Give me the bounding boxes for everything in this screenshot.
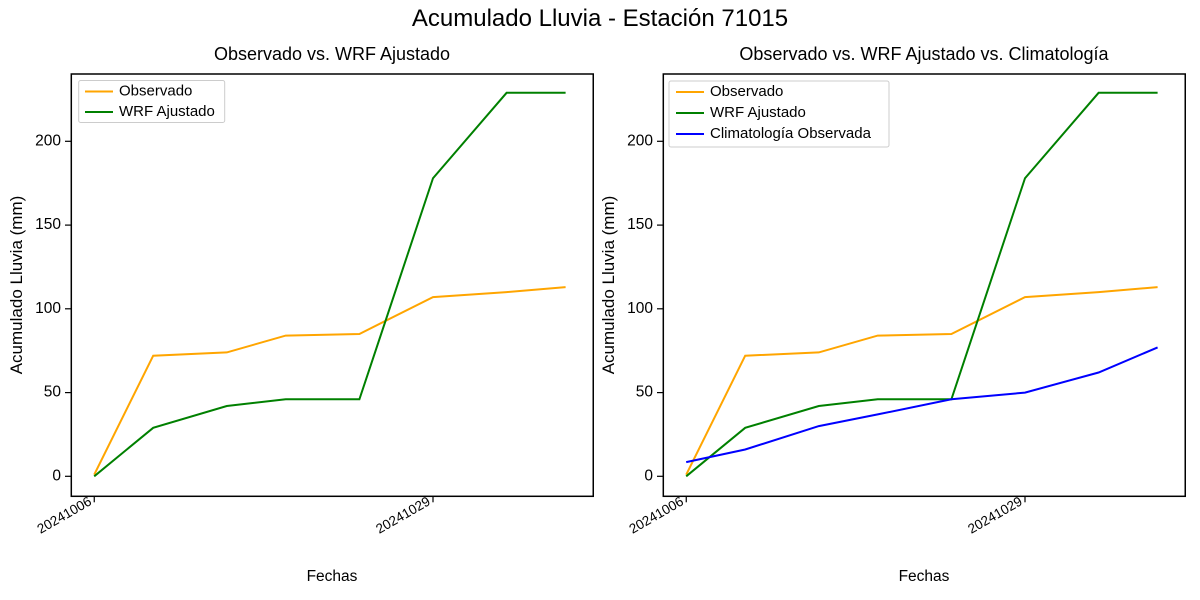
svg-text:0: 0 [644, 467, 653, 484]
svg-text:20241029: 20241029 [965, 494, 1025, 537]
svg-text:200: 200 [627, 132, 653, 149]
svg-text:50: 50 [636, 384, 654, 401]
svg-text:Observado vs. WRF Ajustado vs.: Observado vs. WRF Ajustado vs. Climatolo… [739, 44, 1109, 64]
svg-text:Observado vs. WRF Ajustado: Observado vs. WRF Ajustado [214, 44, 450, 64]
svg-text:150: 150 [627, 216, 653, 233]
svg-text:Acumulado Lluvia (mm): Acumulado Lluvia (mm) [599, 196, 618, 375]
svg-text:20241029: 20241029 [373, 494, 433, 537]
svg-text:Observado: Observado [710, 83, 783, 100]
svg-text:WRF Ajustado: WRF Ajustado [710, 104, 806, 121]
svg-text:Acumulado Lluvia (mm): Acumulado Lluvia (mm) [7, 196, 26, 375]
svg-text:Fechas: Fechas [899, 568, 950, 585]
svg-text:0: 0 [52, 467, 61, 484]
svg-text:150: 150 [35, 216, 61, 233]
svg-text:WRF Ajustado: WRF Ajustado [119, 103, 215, 120]
svg-text:Fechas: Fechas [307, 568, 358, 585]
svg-text:20241006: 20241006 [626, 494, 686, 537]
svg-text:200: 200 [35, 132, 61, 149]
svg-text:50: 50 [44, 384, 62, 401]
svg-text:100: 100 [627, 300, 653, 317]
svg-text:20241006: 20241006 [34, 494, 94, 537]
svg-text:Climatología Observada: Climatología Observada [710, 125, 872, 142]
svg-text:Observado: Observado [119, 83, 192, 100]
svg-text:100: 100 [35, 300, 61, 317]
